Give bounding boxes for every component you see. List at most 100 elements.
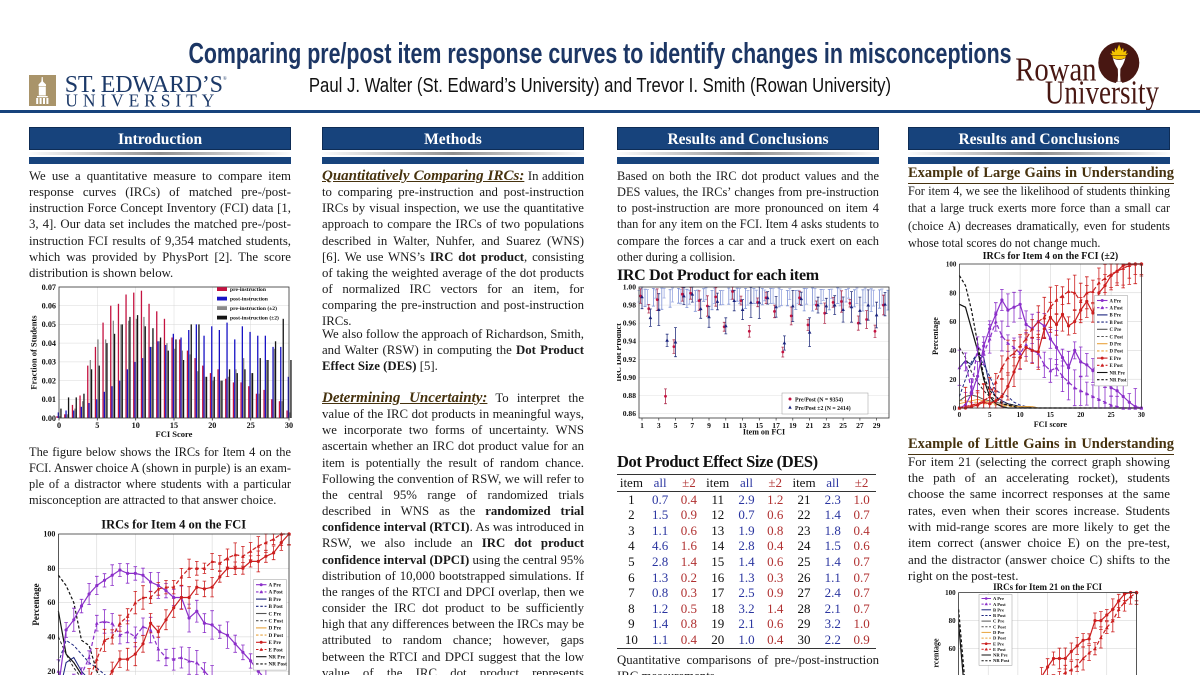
svg-text:NR Post: NR Post [269, 662, 288, 668]
svg-text:0.03: 0.03 [42, 358, 56, 367]
svg-text:C Pre: C Pre [1110, 328, 1122, 333]
svg-text:15: 15 [756, 421, 764, 430]
svg-text:E Pre: E Pre [269, 640, 282, 646]
svg-text:80: 80 [47, 564, 55, 573]
svg-text:23: 23 [823, 421, 831, 430]
svg-text:B Post: B Post [269, 604, 284, 610]
svg-text:A Post: A Post [1110, 306, 1124, 311]
svg-text:post-instruction (±2): post-instruction (±2) [230, 315, 279, 322]
svg-text:0.96: 0.96 [623, 319, 636, 328]
svg-text:5: 5 [988, 411, 992, 419]
svg-text:15: 15 [170, 421, 178, 430]
svg-text:0.88: 0.88 [623, 391, 636, 400]
svg-text:80: 80 [949, 289, 957, 297]
svg-text:E Post: E Post [269, 647, 284, 653]
svg-text:3: 3 [657, 421, 661, 430]
svg-text:1.00: 1.00 [623, 283, 636, 292]
svg-text:Rowan: Rowan [1015, 52, 1096, 89]
svg-text:25: 25 [247, 421, 255, 430]
svg-text:D Post: D Post [993, 636, 1006, 641]
svg-text:17: 17 [772, 421, 780, 430]
svg-text:IRC Dot Product: IRC Dot Product [617, 323, 623, 382]
svg-text:NR Pre: NR Pre [993, 653, 1008, 658]
svg-text:20: 20 [208, 421, 216, 430]
svg-text:Pre/Post ±2 (N = 2414): Pre/Post ±2 (N = 2414) [795, 405, 851, 412]
svg-text:100: 100 [946, 260, 957, 268]
svg-text:D Post: D Post [269, 633, 284, 639]
svg-text:D Pre: D Pre [269, 626, 282, 632]
svg-text:0.06: 0.06 [42, 302, 56, 311]
svg-text:rcentage: rcentage [932, 638, 941, 668]
svg-text:C Pre: C Pre [269, 611, 282, 617]
svg-text:0: 0 [57, 421, 61, 430]
svg-text:NR Pre: NR Pre [269, 655, 286, 661]
svg-text:C Post: C Post [993, 624, 1006, 629]
svg-text:0.02: 0.02 [42, 376, 56, 385]
svg-text:University: University [1045, 74, 1159, 111]
svg-text:5: 5 [674, 421, 678, 430]
svg-text:20: 20 [1077, 411, 1085, 419]
svg-text:A Pre: A Pre [269, 583, 282, 589]
svg-text:Item on FCI: Item on FCI [743, 428, 785, 437]
svg-text:E Post: E Post [993, 647, 1006, 652]
svg-text:post-instruction: post-instruction [230, 297, 269, 303]
svg-text:UNIVERSITY: UNIVERSITY [65, 90, 217, 110]
svg-text:A Pre: A Pre [993, 596, 1004, 601]
svg-text:20: 20 [949, 375, 957, 383]
svg-text:C Post: C Post [269, 619, 284, 625]
svg-text:NR Pre: NR Pre [1110, 371, 1125, 376]
svg-text:100: 100 [945, 589, 956, 597]
svg-text:0.01: 0.01 [42, 395, 56, 404]
svg-text:D Pre: D Pre [993, 630, 1004, 635]
svg-text:19: 19 [789, 421, 797, 430]
svg-text:40: 40 [47, 633, 55, 642]
svg-text:C Pre: C Pre [993, 619, 1004, 624]
svg-text:0.94: 0.94 [623, 337, 636, 346]
svg-text:25: 25 [1108, 411, 1116, 419]
svg-text:B Post: B Post [993, 613, 1006, 618]
svg-text:0.86: 0.86 [623, 409, 636, 418]
svg-text:NR Post: NR Post [993, 658, 1010, 663]
svg-text:20: 20 [47, 667, 55, 675]
svg-text:100: 100 [43, 530, 55, 539]
svg-text:Fraction of Students: Fraction of Students [29, 315, 39, 390]
svg-text:29: 29 [873, 421, 881, 430]
svg-text:10: 10 [1017, 411, 1025, 419]
svg-text:60: 60 [949, 318, 957, 326]
svg-text:FCI score: FCI score [1034, 420, 1068, 429]
svg-text:10: 10 [132, 421, 140, 430]
svg-text:25: 25 [839, 421, 847, 430]
svg-text:Pre/Post (N = 9354): Pre/Post (N = 9354) [795, 396, 843, 403]
svg-text:0.98: 0.98 [623, 301, 636, 310]
svg-text:B Pre: B Pre [993, 607, 1004, 612]
svg-text:D Post: D Post [1110, 349, 1124, 354]
svg-text:13: 13 [739, 421, 747, 430]
svg-text:C Post: C Post [1110, 335, 1124, 340]
svg-text:15: 15 [1047, 411, 1055, 419]
svg-text:B Pre: B Pre [269, 597, 282, 603]
svg-text:0.07: 0.07 [42, 283, 56, 292]
svg-text:Percentage: Percentage [931, 316, 940, 354]
svg-text:pre-instruction: pre-instruction [230, 287, 267, 293]
svg-text:40: 40 [949, 347, 957, 355]
svg-text:0.04: 0.04 [42, 339, 56, 348]
svg-text:0.00: 0.00 [42, 414, 56, 423]
svg-text:9: 9 [707, 421, 711, 430]
svg-text:0: 0 [958, 411, 962, 419]
svg-text:60: 60 [949, 645, 957, 653]
svg-text:IRCs for Item 21 on the FCI: IRCs for Item 21 on the FCI [993, 582, 1102, 592]
svg-text:FCI Score: FCI Score [156, 429, 193, 439]
svg-text:27: 27 [856, 421, 864, 430]
svg-text:60: 60 [47, 598, 55, 607]
svg-text:5: 5 [95, 421, 99, 430]
svg-text:E Post: E Post [1110, 364, 1124, 369]
svg-text:IRCs for Item 4 on the FCI: IRCs for Item 4 on the FCI [101, 517, 246, 531]
svg-text:A Post: A Post [993, 602, 1006, 607]
svg-text:0: 0 [953, 404, 957, 412]
svg-text:A Post: A Post [269, 590, 284, 596]
svg-text:7: 7 [690, 421, 694, 430]
svg-text:E Pre: E Pre [1110, 356, 1122, 361]
svg-text:A Pre: A Pre [1110, 299, 1122, 304]
svg-text:IRCs for Item 4 on the FCI (±2: IRCs for Item 4 on the FCI (±2) [983, 251, 1119, 262]
svg-text:®: ® [223, 76, 227, 82]
